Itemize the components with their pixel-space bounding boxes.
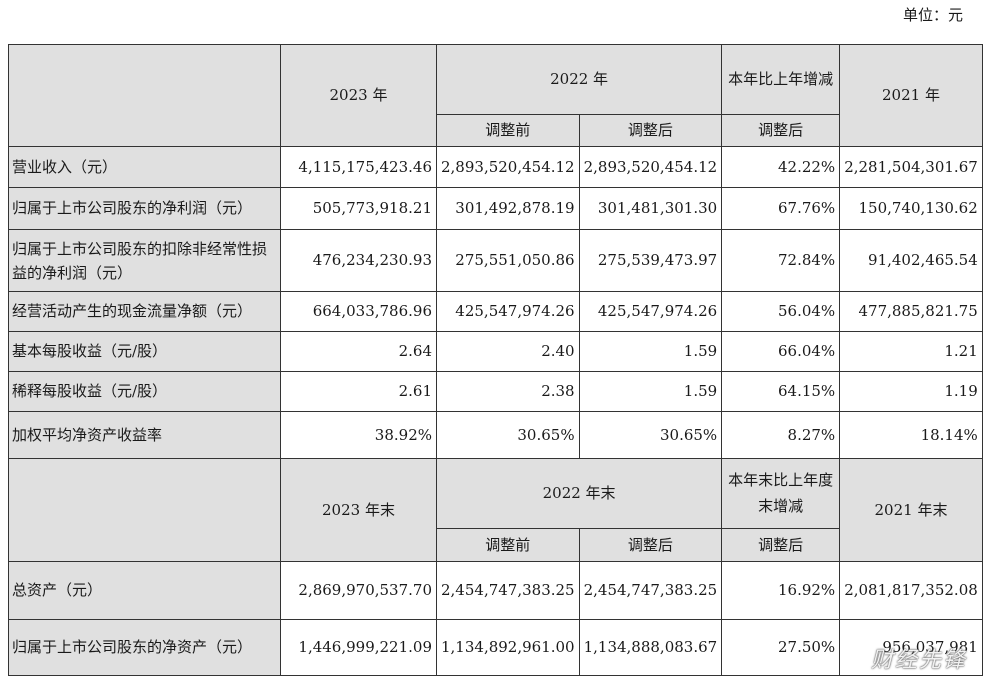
cell-2021: 477,885,821.75: [839, 291, 983, 332]
row-label: 营业收入（元）: [8, 146, 281, 188]
table1-header-row: 2023 年 2022 年 本年比上年增减 2021 年: [8, 44, 983, 147]
cell-2021: 150,740,130.62: [839, 187, 983, 230]
cell-2023: 664,033,786.96: [280, 291, 437, 332]
cell-2022-before: 2.38: [436, 371, 580, 412]
cell-2022-before: 301,492,878.19: [436, 187, 580, 230]
table-row: 总资产（元） 2,869,970,537.70 2,454,747,383.25…: [8, 561, 983, 620]
subheader-after: 调整后: [578, 528, 723, 562]
subheader-before: 调整前: [436, 528, 580, 562]
cell-2021: 2,281,504,301.67: [839, 146, 983, 188]
row-label: 稀释每股收益（元/股）: [8, 371, 281, 412]
row-label: 基本每股收益（元/股）: [8, 331, 281, 372]
header-change: 本年比上年增减: [721, 44, 841, 115]
cell-2022-before: 1,134,892,961.00: [436, 619, 580, 676]
cell-2022-after: 2,454,747,383.25: [578, 561, 723, 620]
table-row: 经营活动产生的现金流量净额（元） 664,033,786.96 425,547,…: [8, 291, 983, 332]
cell-2022-after: 1.59: [578, 331, 723, 372]
header-2021: 2021 年: [839, 44, 983, 147]
cell-change: 42.22%: [721, 146, 841, 188]
subheader-change-after: 调整后: [721, 114, 841, 147]
cell-change: 16.92%: [721, 561, 841, 620]
cell-2022-before: 275,551,050.86: [436, 229, 580, 292]
subheader-before: 调整前: [436, 114, 580, 147]
table-row: 营业收入（元） 4,115,175,423.46 2,893,520,454.1…: [8, 146, 983, 188]
cell-change: 66.04%: [721, 331, 841, 372]
watermark-logo: 财经先锋: [870, 648, 967, 673]
row-label: 归属于上市公司股东的净利润（元）: [8, 187, 281, 230]
cell-change: 27.50%: [721, 619, 841, 676]
cell-change: 56.04%: [721, 291, 841, 332]
table2-subheader-row: 调整前 调整后 调整后: [9, 528, 983, 562]
cell-change: 64.15%: [721, 371, 841, 412]
cell-change: 8.27%: [721, 411, 841, 459]
row-label: 加权平均净资产收益率: [8, 411, 281, 459]
cell-2022-before: 2,454,747,383.25: [436, 561, 580, 620]
cell-2022-after: 1,134,888,083.67: [578, 619, 723, 676]
row-label: 归属于上市公司股东的扣除非经常性损益的净利润（元）: [8, 229, 281, 292]
cell-2022-after: 301,481,301.30: [578, 187, 723, 230]
row-label: 归属于上市公司股东的净资产（元）: [8, 619, 281, 676]
cell-2023: 4,115,175,423.46: [280, 146, 437, 188]
cell-2021: 956,037,981: [839, 619, 983, 676]
cell-2023: 505,773,918.21: [280, 187, 437, 230]
cell-2023: 38.92%: [280, 411, 437, 459]
row-label: 总资产（元）: [8, 561, 281, 620]
header-change-end: 本年末比上年度末增减: [721, 458, 841, 529]
cell-2022-before: 2,893,520,454.12: [436, 146, 580, 188]
cell-2023: 2.64: [280, 331, 437, 372]
table-row: 归属于上市公司股东的扣除非经常性损益的净利润（元） 476,234,230.93…: [8, 229, 983, 292]
header-2021-end: 2021 年末: [839, 458, 983, 562]
cell-2022-after: 1.59: [578, 371, 723, 412]
financial-data-table: 2023 年 2022 年 本年比上年增减 2021 年 调整前 调整后 调整后…: [8, 44, 983, 676]
cell-2022-after: 425,547,974.26: [578, 291, 723, 332]
cell-2022-before: 2.40: [436, 331, 580, 372]
subheader-change-after: 调整后: [721, 528, 841, 562]
header-2023: 2023 年: [280, 44, 437, 147]
cell-2022-after: 30.65%: [578, 411, 723, 459]
table2-header-row: 2023 年末 2022 年末 本年末比上年度末增减 2021 年末: [8, 458, 983, 562]
table-row: 归属于上市公司股东的净利润（元） 505,773,918.21 301,492,…: [8, 187, 983, 230]
cell-change: 72.84%: [721, 229, 841, 292]
cell-2023: 1,446,999,221.09: [280, 619, 437, 676]
table-row: 归属于上市公司股东的净资产（元） 1,446,999,221.09 1,134,…: [8, 619, 983, 676]
table-row: 稀释每股收益（元/股） 2.61 2.38 1.59 64.15% 1.19: [8, 371, 983, 412]
cell-2022-before: 425,547,974.26: [436, 291, 580, 332]
header-blank-cell: [8, 44, 281, 147]
header-2022: 2022 年: [435, 44, 723, 115]
cell-change: 67.76%: [721, 187, 841, 230]
cell-2021: 2,081,817,352.08: [839, 561, 983, 620]
cell-2021: 91,402,465.54: [839, 229, 983, 292]
cell-2023: 476,234,230.93: [280, 229, 437, 292]
cell-2022-after: 275,539,473.97: [578, 229, 723, 292]
unit-label: 单位：元: [902, 6, 963, 24]
cell-2022-before: 30.65%: [436, 411, 580, 459]
header-2023-end: 2023 年末: [280, 458, 437, 562]
row-label: 经营活动产生的现金流量净额（元）: [8, 291, 281, 332]
subheader-after: 调整后: [578, 114, 723, 147]
cell-2023: 2,869,970,537.70: [280, 561, 437, 620]
table-row: 加权平均净资产收益率 38.92% 30.65% 30.65% 8.27% 18…: [8, 411, 983, 459]
table-row: 基本每股收益（元/股） 2.64 2.40 1.59 66.04% 1.21: [8, 331, 983, 372]
table1-subheader-row: 调整前 调整后 调整后: [9, 114, 983, 147]
cell-2021: 1.21: [839, 331, 983, 372]
cell-2022-after: 2,893,520,454.12: [578, 146, 723, 188]
cell-2021: 1.19: [839, 371, 983, 412]
cell-2023: 2.61: [280, 371, 437, 412]
header-blank-cell: [8, 458, 281, 562]
cell-2021: 18.14%: [839, 411, 983, 459]
header-2022-end: 2022 年末: [435, 458, 723, 529]
